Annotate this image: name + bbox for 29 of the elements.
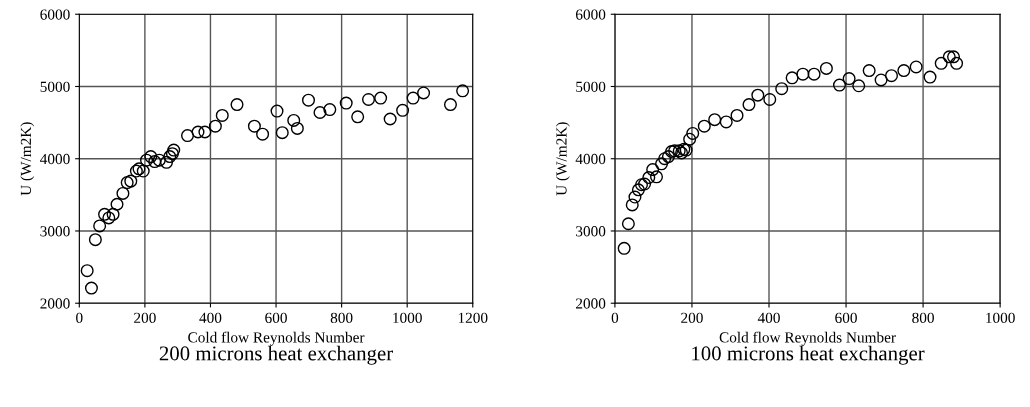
y-tick-label: 4000 [575, 153, 606, 165]
x-axis-title: Cold flow Reynolds Number [719, 331, 896, 346]
y-tick-label: 3000 [40, 226, 70, 237]
text: 200 microns heat exchanger [159, 345, 393, 365]
y-tick-label: 3000 [576, 226, 606, 237]
y-tick-label: 4000 [40, 153, 70, 165]
y-axis-title: U (W/m2K) [555, 122, 570, 196]
y-tick-label: 6000 [575, 9, 606, 20]
text: 100 microns heat exchanger [692, 345, 925, 365]
x-tick-label: 600 [835, 312, 857, 323]
x-tick-label: 400 [757, 312, 780, 323]
y-tick-label: 2000 [576, 298, 606, 309]
x-tick-label: 0 [76, 312, 83, 323]
y-tick-label: 2000 [40, 298, 70, 309]
y-axis-title: U (W/m2K) [20, 122, 35, 196]
x-tick-label: 1000 [986, 312, 1015, 323]
y-tick-label: 6000 [40, 9, 70, 20]
x-tick-label: 1200 [458, 312, 488, 323]
x-axis-title: Cold flow Reynolds Number [188, 331, 365, 346]
x-tick-label: 800 [330, 312, 353, 323]
x-tick-label: 800 [912, 312, 934, 323]
x-tick-label: 600 [265, 312, 287, 323]
y-tick-label: 5000 [40, 81, 70, 92]
x-tick-label: 200 [681, 312, 703, 323]
x-tick-label: 1000 [393, 312, 422, 323]
x-tick-label: 400 [199, 312, 222, 323]
x-tick-label: 0 [611, 312, 619, 323]
y-tick-label: 5000 [576, 81, 606, 92]
x-tick-label: 200 [134, 312, 156, 323]
